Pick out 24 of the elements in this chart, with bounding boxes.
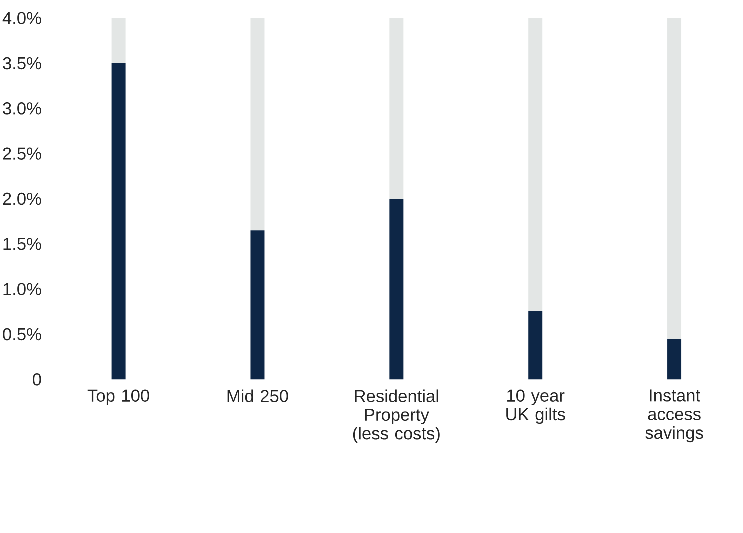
- y-tick-label: 0: [32, 374, 42, 386]
- bar: [528, 18, 543, 312]
- x-tick-label: Mid 250: [228, 390, 288, 402]
- x-tick-label: 10 year UK gilts: [506, 390, 566, 424]
- bar: [528, 311, 543, 380]
- y-tick-label: 3.0%: [3, 102, 42, 115]
- y-tick-label: 2.5%: [3, 148, 42, 160]
- bar: [250, 230, 265, 380]
- y-tick-label: 2.0%: [3, 192, 42, 206]
- x-tick-label: Residential Property (less costs): [353, 390, 440, 444]
- bar: [390, 18, 404, 199]
- bar: [250, 18, 265, 231]
- x-tick-label: Top 100: [88, 390, 150, 406]
- x-tick-label: Instant access savings: [646, 390, 704, 443]
- bar: [668, 18, 682, 340]
- y-tick-label: 1.0%: [4, 283, 42, 296]
- bar: [390, 199, 404, 380]
- bar: [668, 339, 682, 380]
- y-tick-label: 3.5%: [3, 57, 42, 70]
- y-tick-label: 1.5%: [4, 238, 42, 250]
- y-tick-label: 0.5%: [3, 328, 42, 341]
- bar: [112, 64, 126, 380]
- bar: [112, 18, 126, 64]
- y-tick-label: 4.0%: [2, 12, 42, 24]
